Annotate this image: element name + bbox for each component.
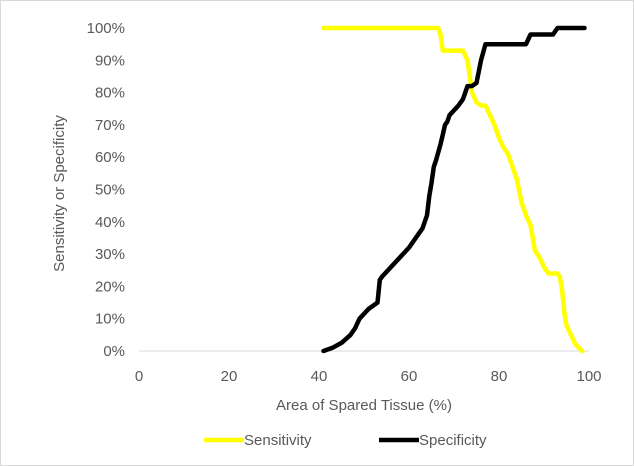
y-tick-label: 20% (95, 278, 125, 295)
x-axis-title: Area of Spared Tissue (%) (276, 397, 452, 414)
y-tick-label: 10% (95, 311, 125, 328)
legend-specificity-label: Specificity (419, 432, 487, 449)
y-tick-label: 80% (95, 85, 125, 102)
x-tick-label: 20 (221, 368, 238, 385)
x-tick-labels: 0 20 40 60 80 100 (135, 368, 602, 385)
x-tick-label: 40 (311, 368, 328, 385)
y-tick-label: 0% (103, 343, 125, 360)
y-tick-label: 90% (95, 52, 125, 69)
y-tick-label: 30% (95, 246, 125, 263)
x-tick-label: 0 (135, 368, 143, 385)
x-tick-label: 60 (401, 368, 418, 385)
y-tick-label: 40% (95, 214, 125, 231)
y-tick-label: 70% (95, 117, 125, 134)
legend: Sensitivity Specificity (204, 432, 487, 449)
series-line-sensitivity (321, 25, 585, 354)
x-tick-label: 80 (491, 368, 508, 385)
y-tick-label: 60% (95, 149, 125, 166)
x-tick-label: 100 (576, 368, 601, 385)
y-tick-labels: 0% 10% 20% 30% 40% 50% 60% 70% 80% 90% 100% (87, 20, 125, 360)
series-layer (321, 25, 587, 354)
y-tick-label: 100% (87, 20, 125, 37)
series-line-specificity (321, 25, 587, 354)
legend-sensitivity-label: Sensitivity (244, 432, 312, 449)
y-axis-title: Sensitivity or Specificity (51, 115, 68, 272)
y-tick-label: 50% (95, 182, 125, 199)
